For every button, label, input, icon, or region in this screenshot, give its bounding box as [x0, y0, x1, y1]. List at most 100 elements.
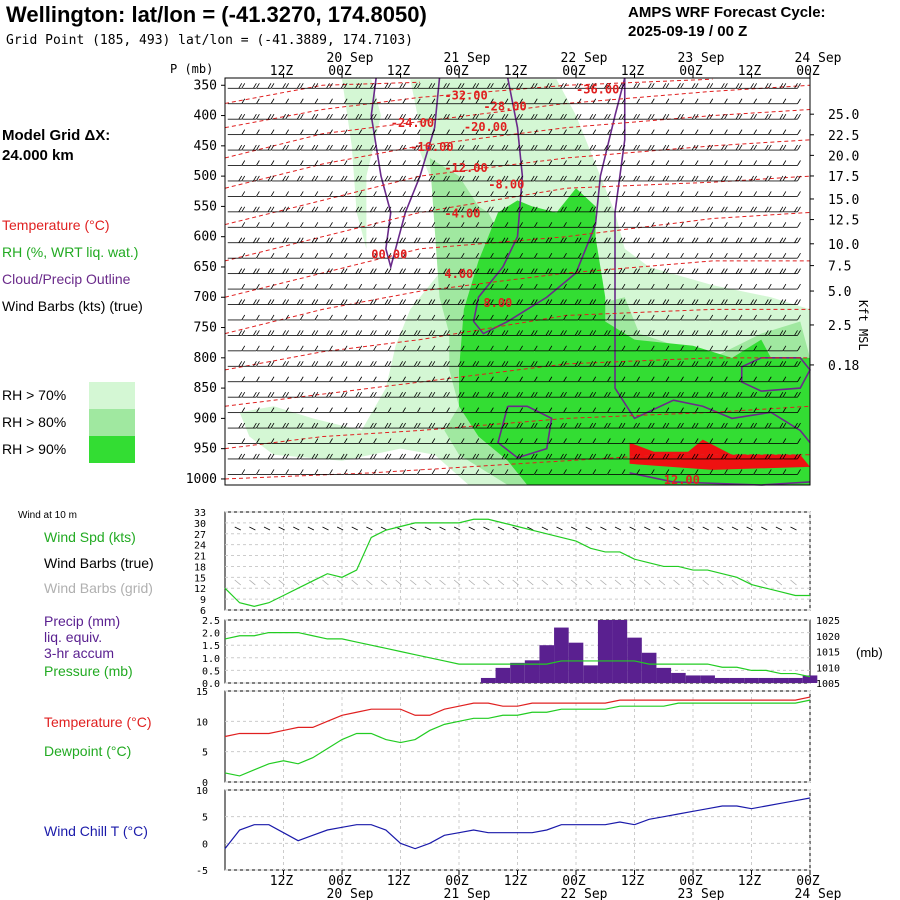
- wind-barb-flag: [592, 438, 597, 444]
- dewpoint-line: [224, 699, 811, 777]
- wind-barb-flag: [563, 314, 567, 321]
- wind-barb-flag: [782, 206, 787, 213]
- wind-barb-flag: [753, 407, 757, 413]
- wind-barb-flag: [504, 453, 509, 460]
- precip-bar: [714, 677, 730, 683]
- wind-barb-flag: [431, 191, 436, 197]
- wind-barb-flag: [563, 283, 567, 290]
- wind-barb-flag: [592, 361, 597, 367]
- wind-barb-flag: [501, 361, 506, 367]
- wind-barb-flag: [753, 237, 757, 243]
- wind-barb-flag: [691, 422, 696, 429]
- wind-barb-flag: [387, 98, 392, 104]
- wind-barb-flag: [487, 237, 491, 243]
- wind-barb-flag: [636, 83, 640, 89]
- wind-barb-flag: [343, 113, 348, 120]
- wind-barb-flag: [797, 299, 801, 305]
- wind-barb-flag: [358, 314, 363, 321]
- wind-barb-grid: [731, 579, 739, 586]
- wind-barb-flag: [662, 361, 667, 367]
- wind-barb-grid: [760, 579, 768, 586]
- wind-barb-flag: [738, 98, 743, 104]
- wind-barb-flag: [797, 113, 801, 120]
- wind-barb-flag: [662, 268, 667, 274]
- wind-barb-flag: [285, 175, 289, 182]
- wind-barb-flag: [370, 113, 374, 120]
- wind-barb-flag: [343, 345, 348, 352]
- wind-barb-flag: [647, 175, 652, 182]
- wind-barb-flag: [533, 191, 538, 197]
- wind-barb-flag: [267, 237, 272, 243]
- wind-barb-flag: [604, 268, 608, 274]
- wind-barb-flag: [618, 144, 623, 151]
- wind-barb-flag: [256, 376, 260, 382]
- wind-barb-flag: [650, 206, 655, 213]
- wind-barb-flag: [402, 113, 406, 120]
- bottom-hour-label: 12Z: [387, 874, 411, 889]
- wind-barb-flag: [299, 299, 304, 305]
- wind-barb-flag: [797, 314, 801, 321]
- wind-barb-flag: [516, 175, 520, 182]
- wind-barb-flag: [314, 345, 319, 352]
- wind-barb-flag: [782, 407, 787, 413]
- wind-barb-flag: [238, 453, 243, 460]
- wind-barb-flag: [504, 160, 509, 166]
- wind-barb-flag: [285, 469, 289, 475]
- wind-barb-flag: [797, 222, 801, 228]
- precip-bar: [671, 672, 686, 683]
- wind-barb-true: [775, 526, 783, 531]
- wind-barb-flag: [340, 144, 345, 151]
- wind-barb-flag: [270, 453, 275, 460]
- wind-barb-flag: [709, 237, 714, 243]
- wind-barb-flag: [694, 268, 699, 274]
- wind-barb-flag: [618, 206, 623, 213]
- wind-barb-flag: [533, 469, 538, 475]
- wind-barb-flag: [592, 453, 597, 460]
- wind-barb-flag: [636, 237, 640, 243]
- temperature-ytick-label: 0: [202, 778, 208, 789]
- wind-barb-flag: [253, 113, 257, 120]
- wind-barb-flag: [633, 175, 637, 182]
- wind-barb-flag: [329, 376, 333, 382]
- wind-barb-flag: [665, 268, 670, 274]
- wind-barb-flag: [416, 175, 421, 182]
- wind-barb-flag: [504, 361, 509, 367]
- wind-barb-flag: [282, 268, 286, 274]
- wind-barb-flag: [782, 376, 787, 382]
- wind-barb-flag: [724, 175, 728, 182]
- wind-barb-flag: [431, 407, 436, 413]
- wind-barb-flag: [607, 191, 611, 197]
- wind-barb-flag: [329, 160, 333, 166]
- precip-ytick-label: 1.5: [202, 641, 220, 652]
- wind-barb-flag: [724, 361, 728, 367]
- wind-barb-flag: [779, 206, 784, 213]
- wind-barb-flag: [431, 252, 436, 259]
- wind-barb-flag: [446, 268, 450, 274]
- pressure-tick-label: 750: [194, 321, 217, 336]
- wind-barb-flag: [443, 83, 447, 89]
- wind-barb-flag: [607, 113, 611, 120]
- wind-barb-flag: [680, 252, 684, 259]
- wind-barb-flag: [431, 206, 436, 213]
- wind-barb-flag: [358, 469, 363, 475]
- wind-barb-flag: [314, 469, 319, 475]
- wind-barb-flag: [270, 113, 275, 120]
- wind-barb-flag: [516, 144, 520, 151]
- wind-barb-flag: [253, 422, 257, 429]
- wind-barb-flag: [428, 453, 433, 460]
- wind-barb-flag: [256, 222, 260, 228]
- wind-barb-flag: [560, 175, 564, 182]
- wind-barb-flag: [767, 160, 772, 166]
- wind-barb-true: [234, 526, 241, 531]
- wind-barb-flag: [373, 391, 377, 398]
- wind-barb-flag: [311, 237, 316, 243]
- top-hour-label: 00Z: [445, 64, 469, 79]
- wind-barb-flag: [694, 206, 699, 213]
- wind-barb-flag: [574, 361, 579, 367]
- temperature-contour: [224, 405, 811, 450]
- wind-barb-flag: [621, 222, 626, 228]
- wind-barb-grid: [453, 579, 461, 586]
- wind-barb-flag: [387, 438, 392, 444]
- wind-barb-flag: [607, 206, 611, 213]
- pressure-ytick-label: 1025: [816, 616, 840, 627]
